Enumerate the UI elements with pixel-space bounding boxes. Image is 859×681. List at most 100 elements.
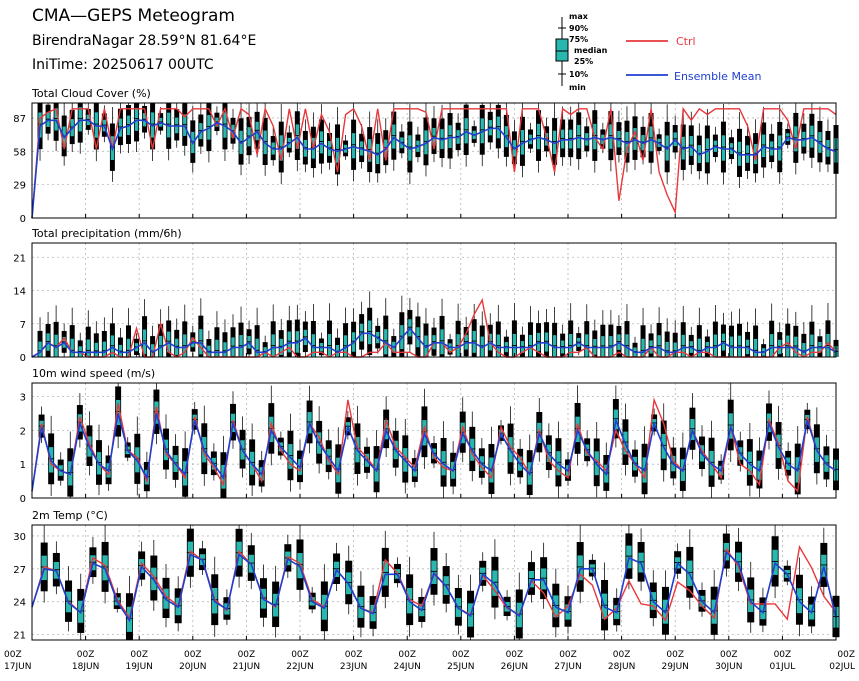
box-92 xyxy=(769,124,775,169)
box-19 xyxy=(259,564,267,627)
x-tick-time: 00Z xyxy=(184,650,202,660)
y-tick-label: 14 xyxy=(13,287,26,298)
box-41 xyxy=(527,550,535,603)
box-inner xyxy=(649,126,653,152)
box-inner xyxy=(94,112,99,138)
box-55 xyxy=(471,304,477,357)
ctrl-line xyxy=(31,106,837,219)
box-93 xyxy=(777,322,783,357)
box-43 xyxy=(440,421,447,498)
box-41 xyxy=(359,301,365,357)
box-54 xyxy=(686,529,694,610)
box-56 xyxy=(479,103,485,167)
box-61 xyxy=(519,103,525,178)
box-inner xyxy=(721,135,726,161)
box-65 xyxy=(552,103,558,176)
panel-frame xyxy=(31,242,837,358)
box-67 xyxy=(568,106,574,166)
legend-label: 10% xyxy=(569,70,588,79)
y-tick-label: 21 xyxy=(13,631,26,642)
box-44 xyxy=(383,298,389,357)
x-tick-time: 00Z xyxy=(774,650,792,660)
x-tick-time: 00Z xyxy=(452,650,470,660)
box-inner xyxy=(496,116,501,139)
box-46 xyxy=(399,295,405,357)
box-2 xyxy=(52,541,60,595)
x-tick-time: 00Z xyxy=(4,650,22,660)
ctrl-line xyxy=(31,397,837,493)
box-56 xyxy=(479,311,485,357)
box-inner xyxy=(753,338,758,357)
y-tick-label: 0 xyxy=(20,494,26,505)
panel-title: 2m Temp (°C) xyxy=(32,509,108,522)
box-29 xyxy=(306,385,313,454)
panel-title: 10m wind speed (m/s) xyxy=(32,367,155,380)
box-1 xyxy=(40,525,48,603)
panel-title: Total Cloud Cover (%) xyxy=(31,87,151,100)
box-inner xyxy=(297,553,303,579)
box-inner xyxy=(609,124,613,149)
legend-label: 75% xyxy=(569,35,588,44)
box-99 xyxy=(825,119,831,173)
box-6 xyxy=(77,103,83,154)
box-47 xyxy=(407,298,413,353)
mean-line xyxy=(31,413,837,492)
box-25 xyxy=(230,314,236,357)
box-inner xyxy=(536,123,541,150)
box-75 xyxy=(746,422,753,497)
box-inner xyxy=(737,335,742,357)
y-tick-label: 2 xyxy=(20,426,26,437)
box-87 xyxy=(728,311,734,357)
box-81 xyxy=(680,108,686,181)
box-inner xyxy=(154,401,159,424)
x-tick-time: 00Z xyxy=(666,650,684,660)
box-91 xyxy=(761,106,767,178)
panel-4: 2m Temp (°C) 21 24 27 30 xyxy=(13,509,840,642)
box-69 xyxy=(584,117,590,158)
box-inner xyxy=(673,342,677,357)
x-tick-time: 00Z xyxy=(398,650,416,660)
x-tick-time: 00Z xyxy=(720,650,738,660)
box-inner xyxy=(335,137,340,163)
box-73 xyxy=(616,110,622,163)
box-37 xyxy=(479,552,487,592)
box-72 xyxy=(608,309,614,357)
box-inner xyxy=(540,568,547,590)
box-25 xyxy=(333,542,341,592)
box-inner xyxy=(802,343,806,357)
box-40 xyxy=(351,103,357,182)
x-tick-time: 00Z xyxy=(77,650,95,660)
box-inner xyxy=(472,330,476,353)
box-inner xyxy=(78,107,82,132)
box-93 xyxy=(777,104,783,184)
box-83 xyxy=(696,123,702,180)
box-inner xyxy=(601,336,605,357)
x-tick-date: 24JUN xyxy=(393,662,420,672)
y-tick-label: 58 xyxy=(13,147,26,158)
box-38 xyxy=(335,107,341,186)
box-7 xyxy=(85,310,91,357)
box-48 xyxy=(415,126,421,163)
box-27 xyxy=(246,320,252,357)
x-tick-time: 00Z xyxy=(345,650,363,660)
x-tick-date: 20JUN xyxy=(179,662,206,672)
box-inner xyxy=(480,118,484,144)
y-tick-label: 30 xyxy=(13,532,26,543)
box-39 xyxy=(343,135,349,160)
page-title: CMA—GEPS Meteogram xyxy=(32,6,235,26)
box-45 xyxy=(576,525,584,604)
box-26 xyxy=(345,545,353,615)
x-tick-date: 25JUN xyxy=(447,662,474,672)
y-tick-label: 0 xyxy=(20,353,26,364)
box-inner xyxy=(158,335,163,357)
box-23 xyxy=(214,311,220,357)
y-tick-label: 0 xyxy=(20,214,26,225)
box-55 xyxy=(555,421,562,498)
box-85 xyxy=(712,126,718,163)
x-tick-time: 00Z xyxy=(130,650,148,660)
y-tick-label: 29 xyxy=(13,181,26,192)
init-time-label: IniTime: 20250617 00UTC xyxy=(32,57,214,73)
box-94 xyxy=(785,308,791,357)
box-31 xyxy=(278,104,284,185)
